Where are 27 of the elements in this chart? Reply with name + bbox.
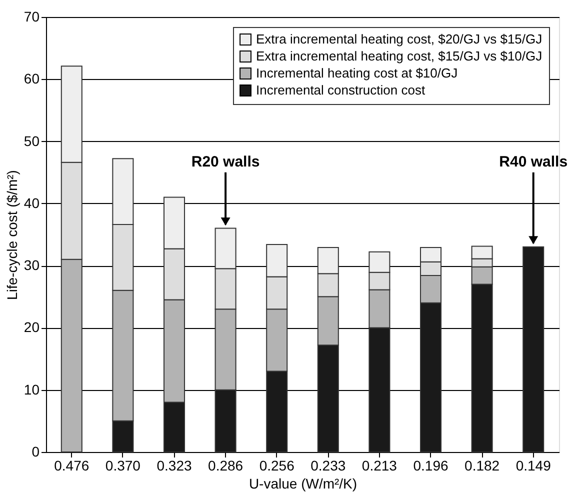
y-tick-label: 20 [24,319,40,336]
annotation: R40 walls [499,153,568,170]
y-tick-label: 50 [24,132,40,149]
x-tick-label: 0.196 [413,458,448,474]
legend-label: Extra incremental heating cost, $15/GJ vs $10/GJ [256,48,542,64]
legend-label: Incremental construction cost [256,82,426,98]
y-tick-label: 60 [24,70,40,87]
x-axis-title: U-value (W/m²/K) [248,476,358,492]
annotation: R20 walls [191,153,260,170]
y-tick-label: 70 [24,8,40,24]
x-tick-label: 0.323 [156,458,192,474]
bar [522,246,544,452]
x-tick-label: 0.286 [208,458,244,474]
x-tick-label: 0.182 [464,458,500,474]
x-tick-label: 0.213 [362,458,398,474]
y-tick-label: 10 [24,381,40,398]
y-tick-label: 40 [24,194,40,211]
x-tick-label: 0.256 [259,458,295,474]
y-tick-label: 30 [24,257,40,274]
legend-label: Extra incremental heating cost, $20/GJ vs $15/GJ [256,32,542,46]
y-axis-title: Life-cycle cost ($/m²) [4,170,20,300]
x-tick-label: 0.370 [105,458,141,474]
x-tick-label: 0.233 [310,458,346,474]
legend-label: Incremental heating cost at $10/GJ [256,66,458,80]
y-tick-label: 0 [32,444,40,460]
x-tick-label: 0.476 [54,458,90,474]
x-tick-label: 0.149 [516,458,552,474]
